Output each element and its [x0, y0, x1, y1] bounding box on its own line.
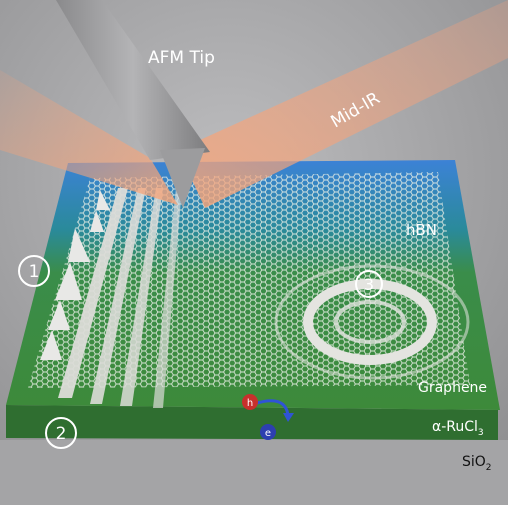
- rucl3-label: α-RuCl3: [432, 419, 484, 438]
- hbn-label: hBN: [406, 221, 437, 239]
- ring-plasmons: [274, 264, 470, 380]
- afm-tip-label: AFM Tip: [148, 48, 215, 68]
- stack-front-face: [6, 405, 498, 440]
- marker-1: 1: [18, 255, 50, 287]
- electron-particle: [260, 424, 276, 440]
- edge-wave-spikes: [40, 190, 110, 360]
- marker-2-text: 2: [56, 424, 67, 444]
- marker-2: 2: [45, 417, 77, 449]
- graphene-label: Graphene: [418, 380, 487, 396]
- charge-transfer: h e: [242, 394, 294, 440]
- afm-tip-apex: [160, 148, 205, 208]
- electron-label: e: [265, 428, 271, 439]
- transfer-arrow: [256, 399, 290, 416]
- marker-3-text: 3: [364, 275, 374, 294]
- mid-ir-beam-left: [0, 70, 178, 205]
- sio2-substrate: [0, 440, 508, 505]
- hole-label: h: [247, 398, 253, 409]
- marker-1-text: 1: [29, 262, 40, 282]
- hole-particle: [242, 394, 258, 410]
- transfer-arrow-head: [283, 413, 294, 422]
- plasmon-ridges: [58, 188, 182, 408]
- mid-ir-beam-right: [178, 0, 508, 208]
- sio2-label: SiO2: [462, 454, 492, 473]
- afm-tip-cantilever: [56, 0, 210, 160]
- marker-3: 3: [355, 270, 383, 298]
